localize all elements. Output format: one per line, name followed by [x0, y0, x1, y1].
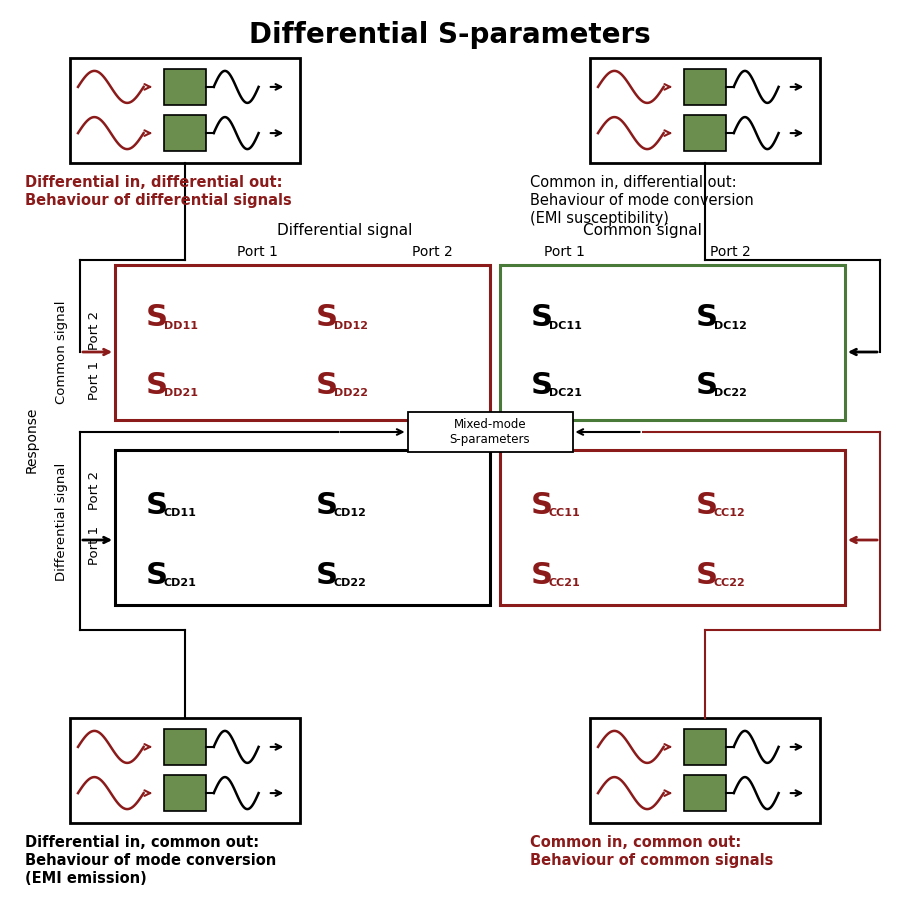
Text: Differential S-parameters: Differential S-parameters: [249, 21, 651, 49]
Text: $\mathbf{S}$: $\mathbf{S}$: [530, 491, 552, 519]
FancyBboxPatch shape: [500, 450, 845, 605]
Text: $\mathbf{S}$: $\mathbf{S}$: [145, 303, 166, 332]
FancyBboxPatch shape: [165, 68, 206, 105]
FancyBboxPatch shape: [165, 775, 206, 812]
FancyBboxPatch shape: [408, 412, 572, 452]
FancyBboxPatch shape: [684, 728, 725, 765]
Text: $\mathbf{S}$: $\mathbf{S}$: [315, 371, 337, 400]
FancyBboxPatch shape: [684, 68, 725, 105]
Text: Common signal: Common signal: [582, 222, 701, 238]
Text: (EMI susceptibility): (EMI susceptibility): [530, 211, 669, 226]
Text: Differential in, common out:: Differential in, common out:: [25, 835, 259, 850]
Text: CD22: CD22: [334, 578, 366, 588]
Text: CC11: CC11: [549, 508, 580, 518]
Text: $\mathbf{S}$: $\mathbf{S}$: [315, 303, 337, 332]
Text: $\mathbf{S}$: $\mathbf{S}$: [530, 561, 552, 590]
Text: (EMI emission): (EMI emission): [25, 871, 147, 886]
FancyBboxPatch shape: [165, 114, 206, 151]
Text: Behaviour of common signals: Behaviour of common signals: [530, 853, 773, 868]
Text: CD11: CD11: [164, 508, 196, 518]
Text: Port 1: Port 1: [88, 526, 102, 564]
Text: Differential signal: Differential signal: [56, 463, 68, 581]
Text: DD11: DD11: [164, 320, 198, 330]
Text: $\mathbf{S}$: $\mathbf{S}$: [530, 303, 552, 332]
FancyBboxPatch shape: [70, 58, 300, 163]
Text: Mixed-mode
S-parameters: Mixed-mode S-parameters: [450, 418, 530, 446]
Text: DC11: DC11: [549, 320, 581, 330]
Text: DD12: DD12: [334, 320, 368, 330]
Text: DC12: DC12: [714, 320, 747, 330]
Text: Behaviour of mode conversion: Behaviour of mode conversion: [530, 193, 754, 208]
Text: Differential signal: Differential signal: [277, 222, 413, 238]
Text: Behaviour of differential signals: Behaviour of differential signals: [25, 193, 292, 208]
Text: Port 2: Port 2: [709, 245, 751, 259]
FancyBboxPatch shape: [590, 717, 820, 823]
Text: $\mathbf{S}$: $\mathbf{S}$: [530, 371, 552, 400]
Text: CD12: CD12: [334, 508, 366, 518]
FancyBboxPatch shape: [115, 265, 490, 420]
Text: Port 1: Port 1: [237, 245, 277, 259]
Text: CC22: CC22: [714, 578, 745, 588]
Text: DC22: DC22: [714, 388, 747, 398]
FancyBboxPatch shape: [115, 450, 490, 605]
Text: DC21: DC21: [549, 388, 581, 398]
FancyBboxPatch shape: [590, 58, 820, 163]
FancyBboxPatch shape: [684, 775, 725, 812]
Text: Behaviour of mode conversion: Behaviour of mode conversion: [25, 853, 276, 868]
FancyBboxPatch shape: [500, 265, 845, 420]
Text: $\mathbf{S}$: $\mathbf{S}$: [145, 561, 166, 590]
Text: $\mathbf{S}$: $\mathbf{S}$: [695, 371, 716, 400]
Text: Port 2: Port 2: [88, 310, 102, 349]
Text: Common in, common out:: Common in, common out:: [530, 835, 742, 850]
Text: $\mathbf{S}$: $\mathbf{S}$: [145, 491, 166, 519]
FancyBboxPatch shape: [70, 717, 300, 823]
Text: DD21: DD21: [164, 388, 198, 398]
Text: CD21: CD21: [164, 578, 196, 588]
Text: $\mathbf{S}$: $\mathbf{S}$: [145, 371, 166, 400]
Text: $\mathbf{S}$: $\mathbf{S}$: [315, 491, 337, 519]
Text: Common signal: Common signal: [56, 301, 68, 404]
Text: Port 2: Port 2: [88, 471, 102, 509]
Text: Port 2: Port 2: [411, 245, 453, 259]
Text: Port 1: Port 1: [544, 245, 584, 259]
Text: $\mathbf{S}$: $\mathbf{S}$: [695, 303, 716, 332]
Text: $\mathbf{S}$: $\mathbf{S}$: [695, 491, 716, 519]
Text: $\mathbf{S}$: $\mathbf{S}$: [695, 561, 716, 590]
Text: Common in, differential out:: Common in, differential out:: [530, 175, 736, 190]
Text: DD22: DD22: [334, 388, 368, 398]
FancyBboxPatch shape: [684, 114, 725, 151]
Text: Port 1: Port 1: [88, 360, 102, 400]
Text: Response: Response: [25, 407, 39, 473]
Text: CC12: CC12: [714, 508, 745, 518]
FancyBboxPatch shape: [165, 728, 206, 765]
Text: Differential in, differential out:: Differential in, differential out:: [25, 175, 283, 190]
Text: CC21: CC21: [549, 578, 580, 588]
Text: $\mathbf{S}$: $\mathbf{S}$: [315, 561, 337, 590]
